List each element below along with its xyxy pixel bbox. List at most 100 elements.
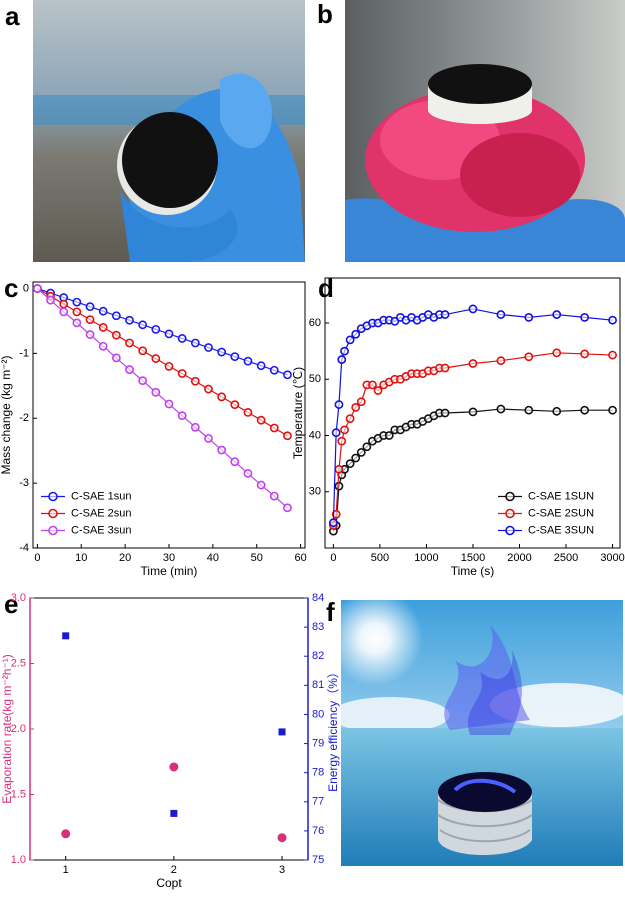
data-point — [440, 363, 450, 373]
data-point — [98, 323, 108, 332]
data-point — [356, 397, 366, 407]
data-point — [345, 414, 355, 424]
x-tick-label: 50 — [251, 552, 263, 564]
data-point — [334, 464, 344, 474]
data-point — [340, 425, 349, 435]
y-axis-label: Evaporation rate(kg m⁻²h⁻¹) — [0, 654, 14, 803]
data-point — [243, 468, 253, 478]
x-tick-label: 20 — [119, 552, 131, 564]
y-tick-label: -1 — [19, 347, 29, 359]
y-tick-label: 60 — [309, 317, 321, 329]
panel-label: e — [4, 589, 18, 619]
data-point — [524, 312, 534, 322]
y2-tick-label: 83 — [312, 621, 324, 633]
data-point — [331, 509, 341, 519]
data-point — [98, 341, 108, 351]
data-point — [468, 304, 478, 314]
data-point — [468, 407, 478, 417]
y2-tick-label: 79 — [312, 737, 324, 749]
x-tick-label: 2 — [171, 864, 177, 876]
panel-label: a — [5, 1, 20, 31]
data-point — [496, 356, 506, 366]
data-point — [328, 518, 338, 528]
data-point — [283, 370, 292, 380]
x-axis-label: Time (s) — [451, 564, 495, 578]
data-point — [608, 405, 617, 415]
plot-frame — [29, 597, 309, 861]
data-point — [59, 307, 69, 317]
data-point — [351, 453, 361, 463]
data-point — [552, 406, 562, 416]
data-point — [85, 315, 95, 325]
data-point — [269, 423, 279, 433]
y-tick-label: 2.0 — [11, 723, 26, 735]
x-axis-label: Time (min) — [141, 564, 198, 578]
data-point — [524, 352, 534, 362]
data-point — [608, 315, 617, 325]
y2-tick-label: 80 — [312, 708, 324, 720]
y-tick-label: 1.5 — [11, 788, 26, 800]
data-point — [368, 380, 377, 390]
data-point — [243, 356, 253, 366]
data-point — [552, 348, 562, 358]
data-point — [190, 422, 200, 432]
data-point — [169, 762, 179, 772]
legend-label: C-SAE 3sun — [71, 524, 132, 536]
data-point — [62, 632, 70, 640]
y-tick-label: 40 — [309, 429, 321, 441]
data-point — [230, 352, 240, 362]
data-point — [356, 447, 366, 457]
data-point — [190, 376, 200, 386]
x-tick-label: 2000 — [507, 552, 531, 564]
data-point — [269, 365, 279, 375]
y-tick-label: -4 — [19, 542, 29, 554]
data-point — [72, 318, 82, 328]
data-point — [85, 302, 95, 312]
data-point — [440, 408, 450, 418]
panel-label: f — [326, 597, 335, 627]
x-tick-label: 30 — [163, 552, 175, 564]
photo-f — [341, 600, 623, 866]
legend-label: C-SAE 3SUN — [528, 524, 594, 536]
data-point — [138, 376, 148, 386]
x-tick-label: 3000 — [600, 552, 624, 564]
data-point — [351, 329, 361, 339]
data-point — [552, 310, 562, 319]
data-point — [283, 431, 292, 441]
data-point — [256, 415, 266, 425]
legend-label: C-SAE 1sun — [71, 490, 132, 502]
y-tick-label: 1.0 — [11, 854, 26, 866]
y2-axis-label: Energy efficiency（%） — [326, 666, 340, 792]
data-point — [334, 481, 344, 491]
y-axis-label: Mass change (kg m⁻²) — [0, 355, 13, 474]
data-point — [331, 428, 341, 438]
data-point — [230, 400, 240, 410]
data-point — [72, 307, 82, 317]
data-point — [283, 503, 292, 513]
photo-b — [345, 0, 625, 262]
data-point — [230, 457, 240, 467]
data-point — [217, 445, 227, 455]
y2-tick-label: 84 — [312, 592, 324, 604]
data-point — [111, 311, 121, 321]
data-point — [151, 387, 161, 397]
data-point — [384, 431, 394, 440]
data-point — [496, 310, 506, 319]
legend-marker — [505, 525, 515, 536]
legend-marker — [505, 491, 515, 502]
legend-marker — [48, 525, 58, 536]
panel-label: c — [4, 273, 18, 303]
data-point — [204, 384, 213, 394]
y-tick-label: 2.5 — [11, 657, 26, 669]
data-point — [608, 350, 617, 360]
x-tick-label: 2500 — [554, 552, 578, 564]
data-point — [138, 320, 148, 330]
data-point — [164, 399, 174, 409]
data-point — [256, 480, 266, 490]
data-point — [337, 355, 347, 364]
data-point — [269, 491, 279, 501]
y-tick-label: -2 — [19, 412, 29, 424]
y-tick-label: 3.0 — [11, 592, 26, 604]
legend-marker — [48, 508, 58, 519]
data-point — [256, 361, 266, 371]
